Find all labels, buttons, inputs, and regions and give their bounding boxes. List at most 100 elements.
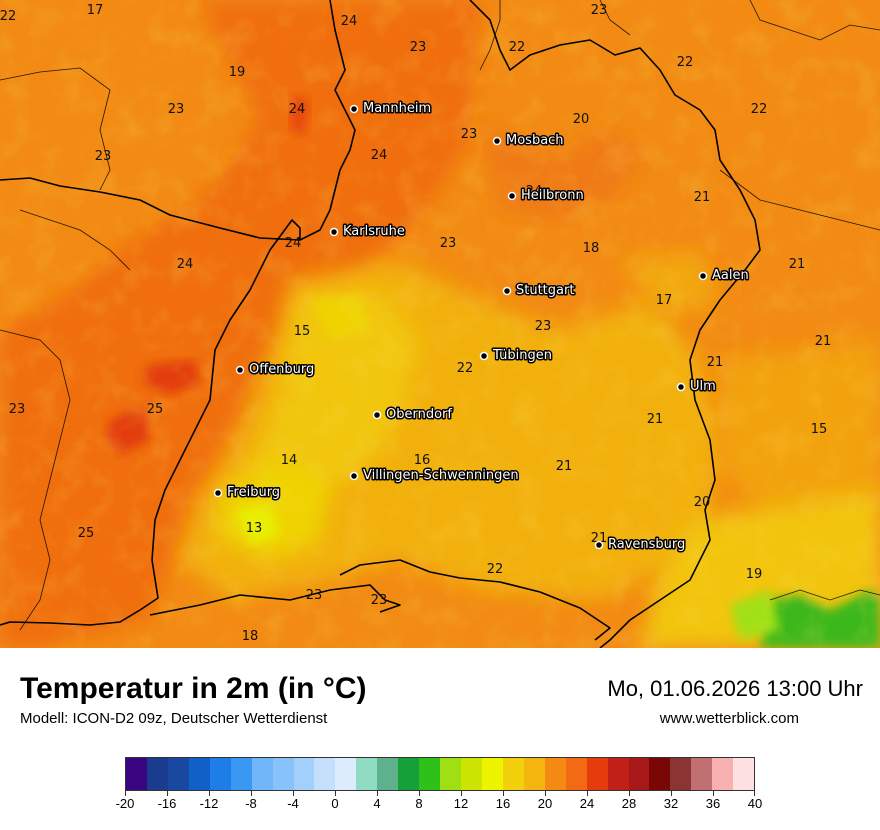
city-marker: Tübingen bbox=[479, 347, 554, 365]
legend-color-step bbox=[628, 758, 650, 790]
temperature-value: 23 bbox=[591, 3, 608, 18]
legend-color-step bbox=[712, 758, 734, 790]
legend-color-step bbox=[356, 758, 378, 790]
legend-tick-label: 12 bbox=[453, 796, 469, 811]
website-link[interactable]: www.wetterblick.com bbox=[659, 710, 799, 727]
legend-color-step bbox=[188, 758, 210, 790]
temperature-value: 18 bbox=[583, 241, 600, 256]
legend-tick-label: -12 bbox=[199, 796, 219, 811]
legend-tick bbox=[629, 791, 630, 796]
city-marker: Aalen bbox=[698, 267, 750, 285]
temperature-value: 22 bbox=[509, 40, 526, 55]
legend-tick bbox=[713, 791, 714, 796]
legend-tick bbox=[545, 791, 546, 796]
line-5 bbox=[749, 0, 880, 41]
legend-color-step bbox=[523, 758, 545, 790]
legend-tick bbox=[503, 791, 504, 796]
legend-color-step bbox=[544, 758, 566, 790]
temperature-value: 21 bbox=[694, 190, 711, 205]
color-legend-ticks: -20 -16 -12 -8 -4 0 4 8 12 16 20 24 28 32 36 40 bbox=[116, 791, 762, 821]
legend-color-step bbox=[607, 758, 629, 790]
city-dot bbox=[372, 410, 382, 420]
legend-tick bbox=[125, 791, 126, 796]
temperature-value: 21 bbox=[707, 355, 724, 370]
line-6 bbox=[719, 169, 880, 231]
city-name: Villingen-Schwenningen bbox=[363, 468, 519, 483]
legend-tick-label: 40 bbox=[747, 796, 763, 811]
temperature-value: 13 bbox=[246, 521, 263, 536]
city-dot bbox=[235, 365, 245, 375]
city-name: Mosbach bbox=[506, 133, 564, 148]
temperature-value: 21 bbox=[591, 531, 608, 546]
map-title: Temperatur in 2m (in °C) bbox=[20, 672, 367, 705]
legend-color-step bbox=[335, 758, 357, 790]
legend-tick bbox=[419, 791, 420, 796]
temperature-value: 22 bbox=[751, 102, 768, 117]
legend-color-step bbox=[461, 758, 482, 790]
city-dot bbox=[594, 540, 604, 550]
temperature-value: 19 bbox=[229, 65, 246, 80]
temperature-value: 20 bbox=[694, 495, 711, 510]
legend-tick-label: 8 bbox=[415, 796, 423, 811]
city-marker: Freiburg bbox=[213, 484, 282, 502]
legend-color-step bbox=[146, 758, 168, 790]
legend-tick bbox=[377, 791, 378, 796]
legend-tick-label: -8 bbox=[245, 796, 257, 811]
legend-tick-label: 24 bbox=[579, 796, 595, 811]
legend-color-step bbox=[314, 758, 336, 790]
state-border-west bbox=[0, 177, 301, 626]
map-canvas: 22 17 24 23 19 22 22 23 24 20 22 23 24 23 23 21 24 24 23 18… bbox=[0, 0, 880, 648]
temperature-labels: 22 17 24 23 19 22 22 23 24 20 22 23 24 23 23 21 24 24 23 18… bbox=[0, 3, 831, 644]
temperature-value: 14 bbox=[281, 453, 298, 468]
legend-color-step bbox=[565, 758, 587, 790]
legend-color-step bbox=[586, 758, 608, 790]
city-dot bbox=[213, 488, 223, 498]
state-border-north bbox=[299, 0, 356, 241]
legend-tick bbox=[754, 791, 755, 796]
temperature-value: 23 bbox=[168, 102, 185, 117]
model-info: Modell: ICON-D2 09z, Deutscher Wetterdie… bbox=[20, 710, 328, 727]
city-marker: Offenburg bbox=[235, 361, 316, 379]
city-name: Ulm bbox=[690, 379, 716, 394]
city-dot bbox=[479, 351, 489, 361]
temperature-map: 22 17 24 23 19 22 22 23 24 20 22 23 24 23 23 21 24 24 23 18… bbox=[0, 0, 880, 648]
temperature-value: 23 bbox=[306, 588, 323, 603]
temperature-value: 18 bbox=[242, 629, 259, 644]
temperature-value: 23 bbox=[95, 149, 112, 164]
city-name: Heilbronn bbox=[521, 188, 584, 203]
temperature-value: 17 bbox=[87, 3, 104, 18]
city-name: Ravensburg bbox=[608, 537, 685, 552]
legend-color-step bbox=[209, 758, 231, 790]
temperature-value: 24 bbox=[341, 14, 358, 29]
legend-color-step bbox=[230, 758, 252, 790]
legend-tick-label: -20 bbox=[115, 796, 135, 811]
city-name: Freiburg bbox=[227, 485, 280, 500]
city-dot bbox=[492, 136, 502, 146]
city-marker: Karlsruhe bbox=[329, 223, 406, 241]
legend-color-step bbox=[733, 758, 755, 790]
city-markers: Mannheim Mosbach Heilbronn Karlsruhe Stuttga… bbox=[213, 100, 750, 554]
city-name: Mannheim bbox=[363, 101, 431, 116]
temperature-value: 15 bbox=[811, 422, 828, 437]
temperature-value: 23 bbox=[371, 593, 388, 608]
city-name: Aalen bbox=[712, 268, 749, 283]
city-marker: Ulm bbox=[676, 378, 717, 396]
legend-color-step bbox=[293, 758, 315, 790]
temperature-value: 21 bbox=[556, 459, 573, 474]
legend-tick bbox=[251, 791, 252, 796]
temperature-value: 17 bbox=[656, 293, 673, 308]
temperature-value: 22 bbox=[457, 361, 474, 376]
city-marker: Villingen-Schwenningen bbox=[349, 467, 520, 485]
temperature-value: 23 bbox=[535, 319, 552, 334]
legend-tick bbox=[167, 791, 168, 796]
legend-tick bbox=[293, 791, 294, 796]
legend-tick-label: 4 bbox=[373, 796, 381, 811]
legend-color-step bbox=[481, 758, 503, 790]
city-dot bbox=[349, 104, 359, 114]
legend-tick-label: -4 bbox=[287, 796, 299, 811]
city-dot bbox=[329, 227, 339, 237]
legend-color-step bbox=[398, 758, 420, 790]
temperature-value: 23 bbox=[9, 402, 26, 417]
temperature-field bbox=[0, 0, 880, 648]
line-4 bbox=[479, 0, 501, 71]
